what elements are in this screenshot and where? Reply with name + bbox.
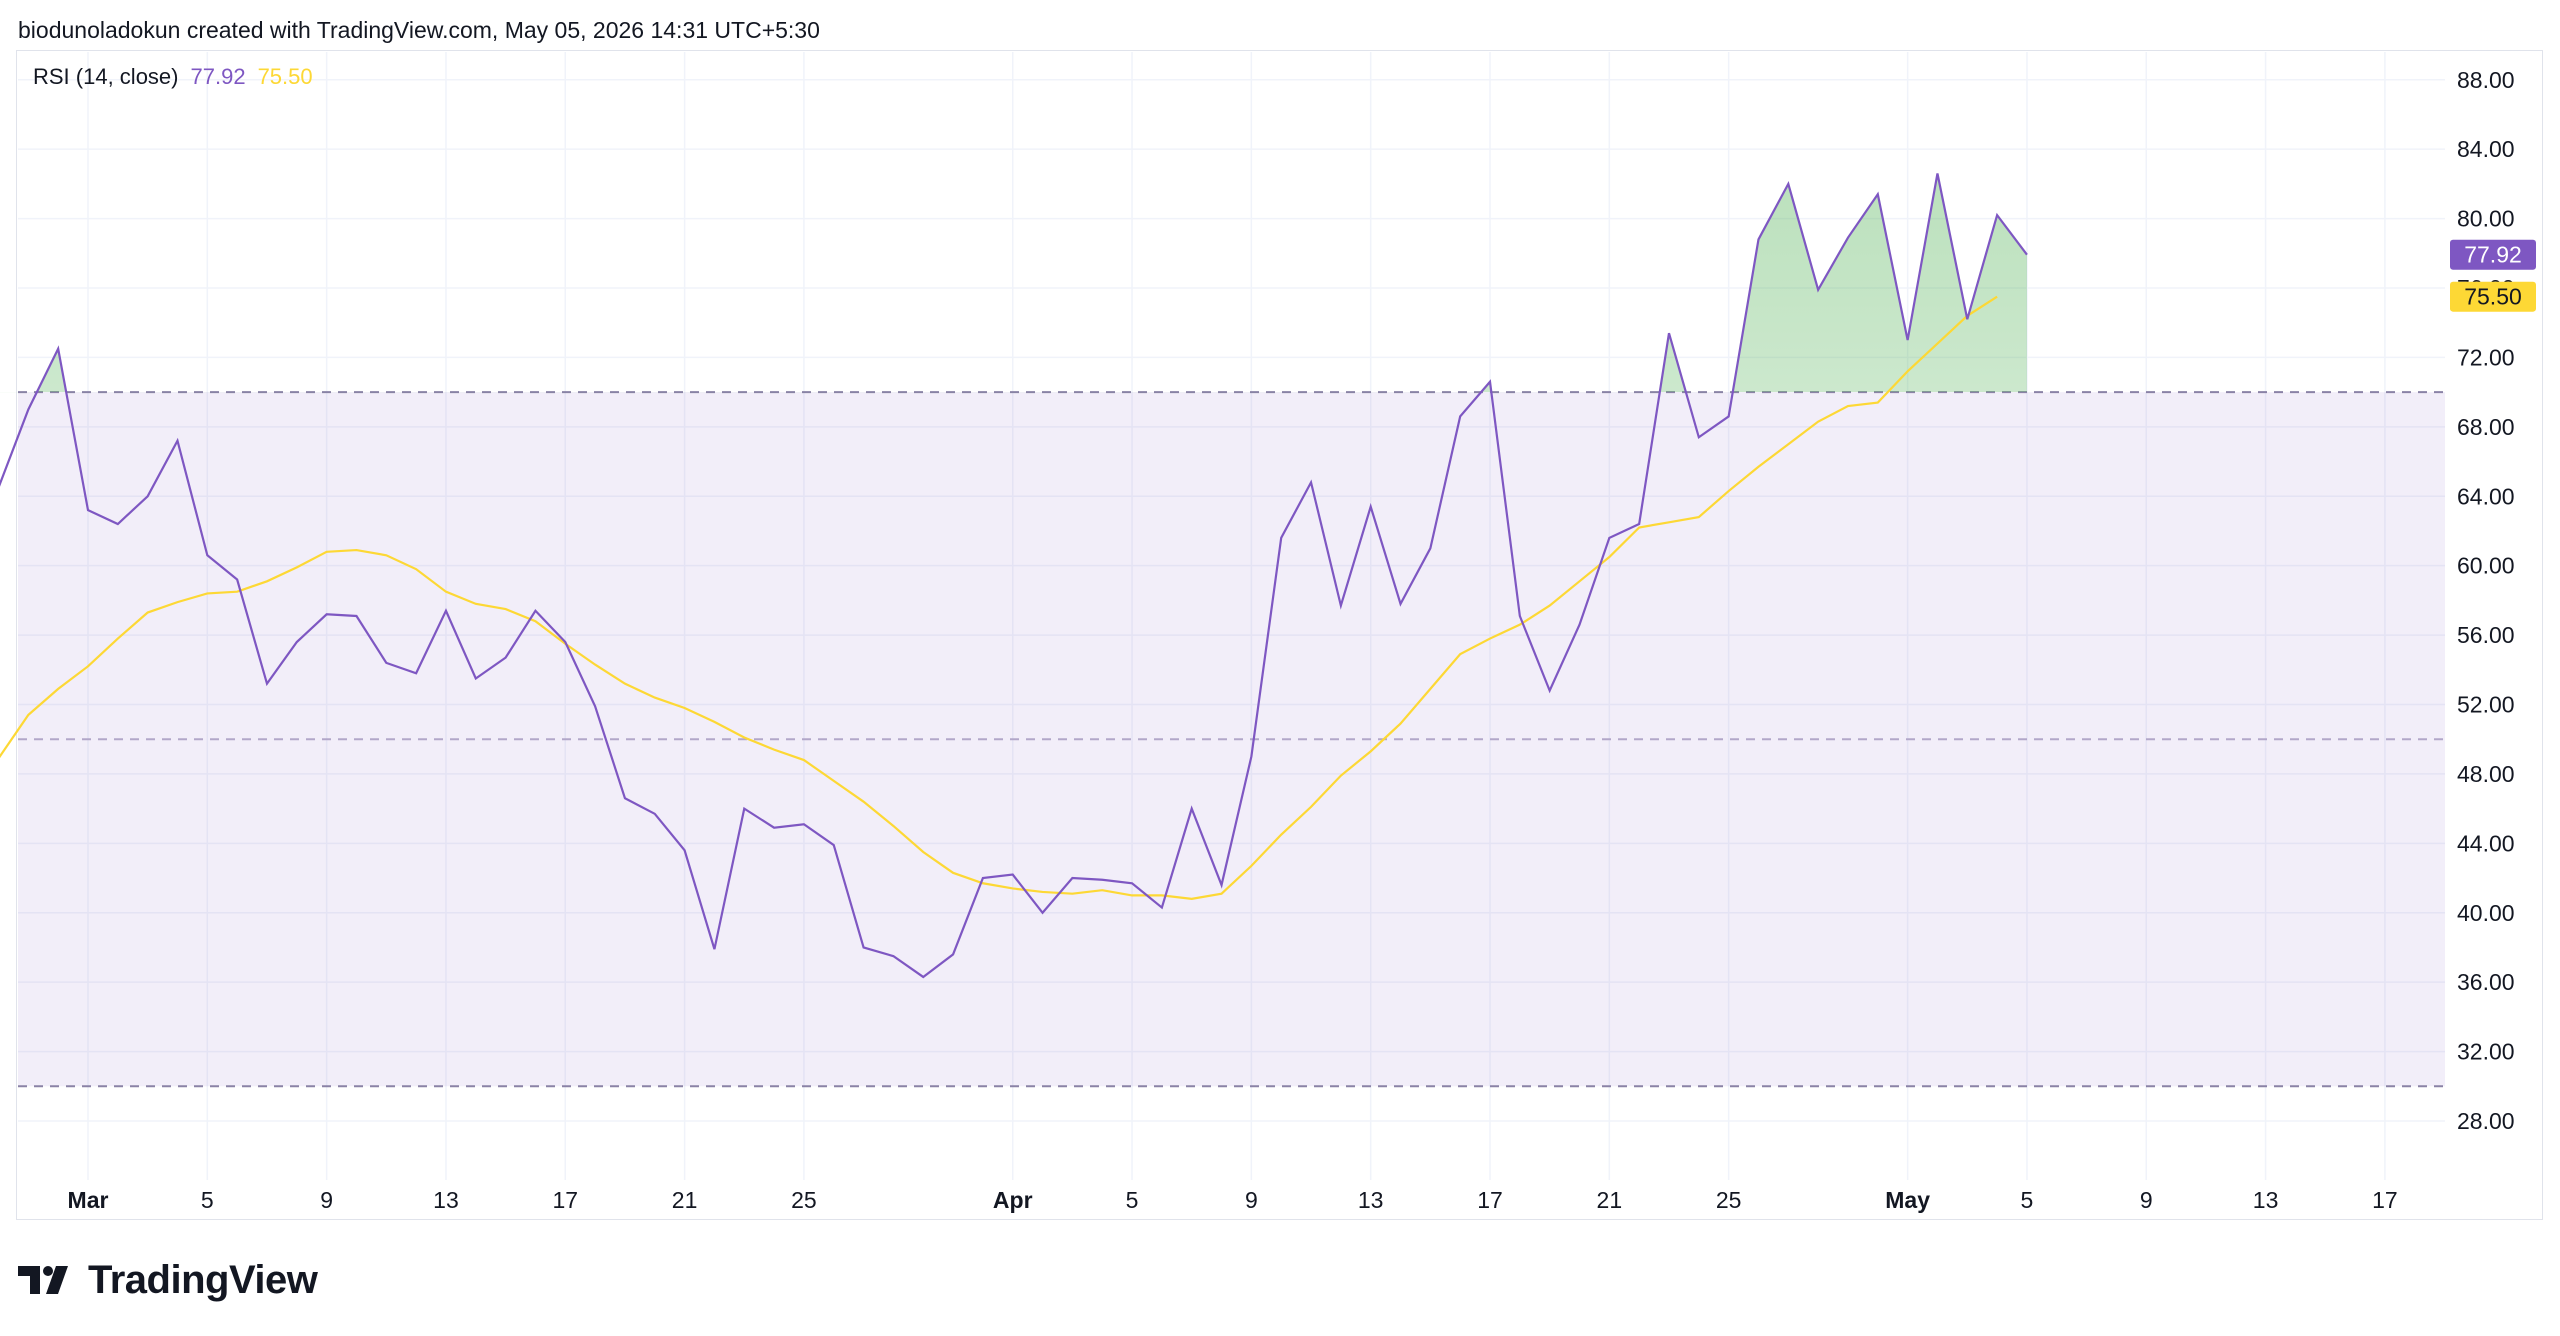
x-tick-label: 13: [2253, 1187, 2279, 1213]
x-tick-label: 17: [552, 1187, 578, 1213]
chart-frame[interactable]: [16, 50, 2543, 1220]
x-tick-label: 13: [1358, 1187, 1384, 1213]
y-tick-label: 32.00: [2457, 1039, 2515, 1065]
rsi-line: [0, 173, 2028, 979]
x-tick-label: 5: [201, 1187, 214, 1213]
y-tick-label: 56.00: [2457, 622, 2515, 648]
x-tick-label: May: [1885, 1187, 1930, 1213]
y-tick-label: 84.00: [2457, 136, 2515, 162]
rsi-band-background: [18, 392, 2445, 1087]
y-tick-label: 80.00: [2457, 206, 2515, 232]
chart-attribution: biodunoladokun created with TradingView.…: [18, 17, 820, 43]
y-tick-label: 72.00: [2457, 344, 2515, 370]
x-tick-label: 9: [320, 1187, 333, 1213]
ma-price-tag-bg: [2450, 281, 2536, 312]
y-tick-label: 44.00: [2457, 830, 2515, 856]
overbought-fill: [0, 173, 2027, 393]
x-tick-label: 21: [672, 1187, 698, 1213]
legend-rsi-value: 77.92: [190, 64, 246, 89]
x-tick-label: 25: [1716, 1187, 1742, 1213]
y-tick-label: 36.00: [2457, 969, 2515, 995]
legend-ma-value: 75.50: [257, 64, 313, 89]
rsi-ma-line: [0, 295, 1998, 900]
x-tick-label: 17: [2372, 1187, 2398, 1213]
indicator-legend[interactable]: RSI (14, close) 77.92 75.50: [33, 62, 313, 92]
legend-indicator-name[interactable]: RSI (14, close): [33, 64, 179, 89]
y-tick-label: 60.00: [2457, 553, 2515, 579]
x-tick-label: 9: [1245, 1187, 1258, 1213]
brand-name: TradingView: [88, 1257, 318, 1302]
x-tick-label: 25: [791, 1187, 817, 1213]
x-tick-label: 21: [1597, 1187, 1623, 1213]
rsi-price-tag-bg: [2450, 239, 2536, 270]
tradingview-brand[interactable]: TradingView: [18, 1255, 318, 1305]
rsi-price-tag: 77.92: [2464, 242, 2522, 268]
x-tick-label: 17: [1477, 1187, 1503, 1213]
y-tick-label: 40.00: [2457, 900, 2515, 926]
x-tick-label: 13: [433, 1187, 459, 1213]
y-tick-label: 48.00: [2457, 761, 2515, 787]
x-tick-label: Apr: [993, 1187, 1033, 1213]
y-tick-label: 68.00: [2457, 414, 2515, 440]
x-tick-label: 5: [1126, 1187, 1139, 1213]
x-tick-label: Mar: [68, 1187, 109, 1213]
y-tick-label: 64.00: [2457, 483, 2515, 509]
tradingview-logo-icon: [18, 1266, 68, 1294]
x-tick-label: 9: [2140, 1187, 2153, 1213]
y-tick-label: 88.00: [2457, 67, 2515, 93]
ma-price-tag: 75.50: [2464, 284, 2522, 310]
y-tick-label: 28.00: [2457, 1108, 2515, 1134]
x-tick-label: 5: [2021, 1187, 2034, 1213]
y-tick-label: 52.00: [2457, 692, 2515, 718]
